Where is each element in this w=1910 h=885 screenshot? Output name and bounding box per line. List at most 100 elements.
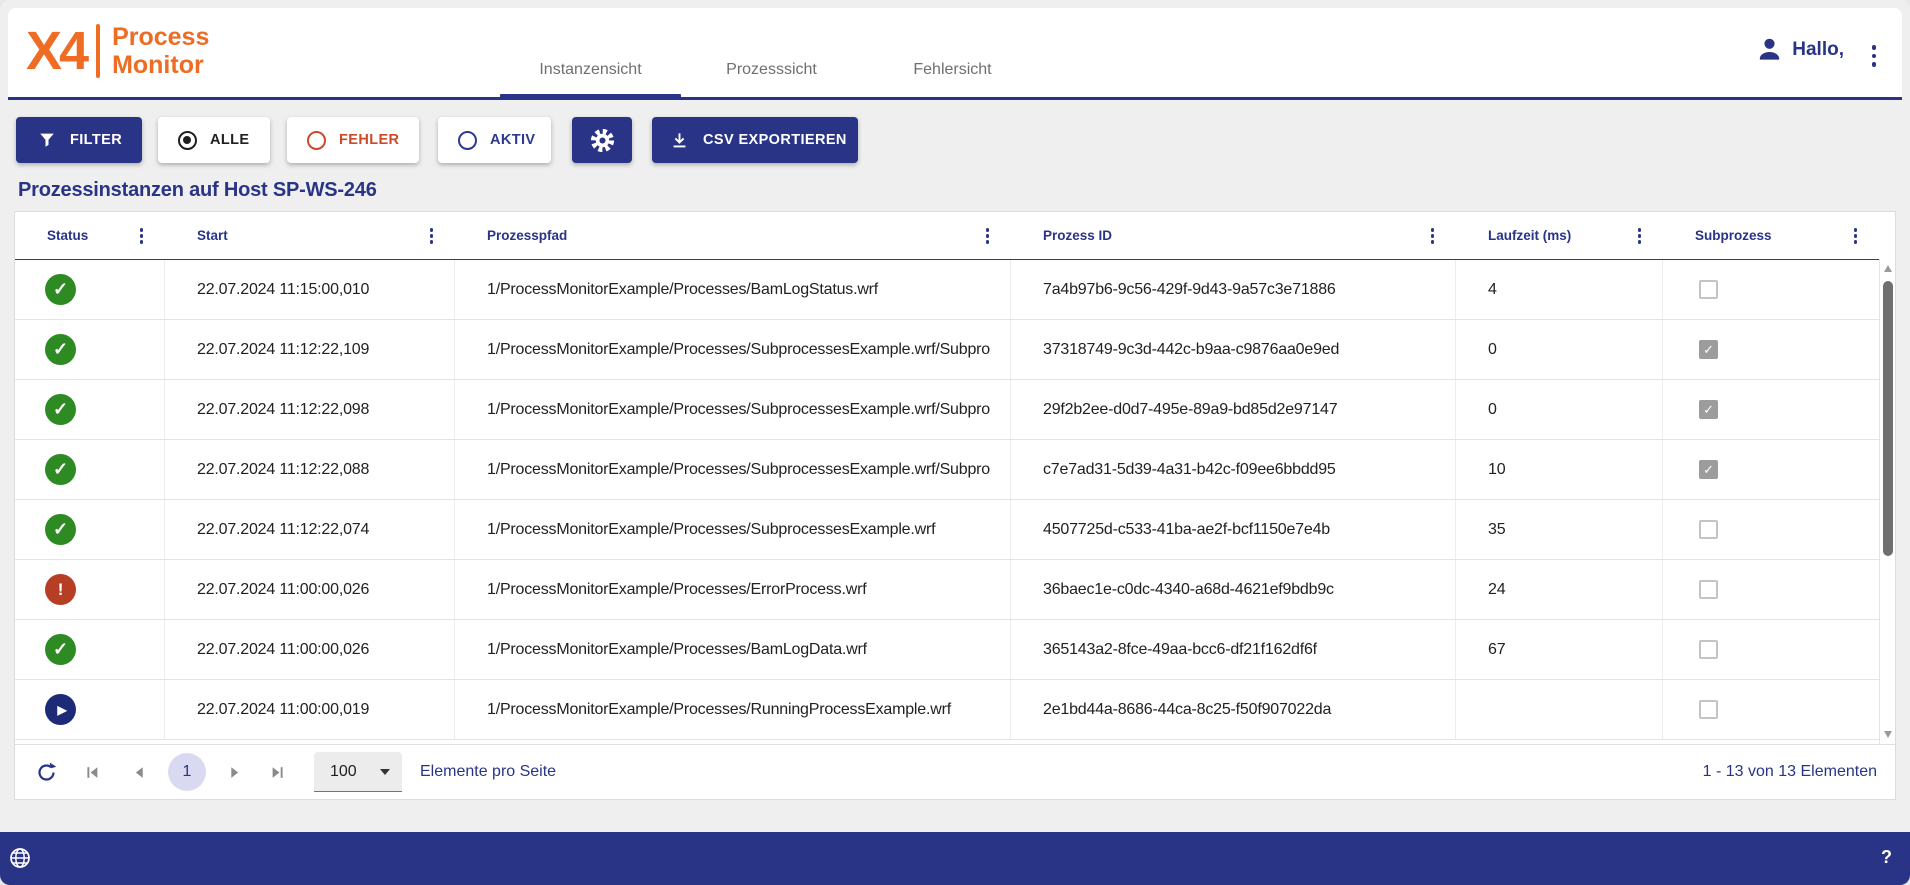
- status-cell: ✓: [15, 500, 165, 559]
- status-cell: !: [15, 560, 165, 619]
- column-menu-kebab-icon[interactable]: [428, 226, 436, 246]
- process-id-cell: 2e1bd44a-8686-44ca-8c25-f50f907022da: [1011, 680, 1456, 739]
- active-tab-underline: [500, 94, 681, 100]
- first-page-button[interactable]: [82, 762, 103, 783]
- funnel-icon: [40, 133, 54, 147]
- app-header: X4 Process Monitor Instanzensicht Prozes…: [8, 8, 1902, 100]
- next-page-button[interactable]: [224, 762, 245, 783]
- table-row[interactable]: ✓ 22.07.2024 11:12:22,109 1/ProcessMonitor…: [15, 320, 1879, 380]
- success-status-icon: ✓: [45, 334, 76, 365]
- runtime-cell: 24: [1456, 560, 1663, 619]
- table-row[interactable]: ✓ 22.07.2024 11:12:22,098 1/ProcessMonitor…: [15, 380, 1879, 440]
- header-separator: [15, 259, 1895, 260]
- page-size-select[interactable]: 100: [314, 752, 402, 792]
- x4-logo: X4 Process Monitor: [26, 20, 209, 82]
- user-greeting[interactable]: Hallo,: [1756, 36, 1844, 63]
- status-cell: ✓: [15, 260, 165, 319]
- column-menu-kebab-icon[interactable]: [1429, 226, 1437, 246]
- page-number-button[interactable]: 1: [168, 753, 206, 791]
- tab-instanzensicht[interactable]: Instanzensicht: [500, 8, 681, 100]
- tab-label: Fehlersicht: [913, 61, 992, 78]
- table-row[interactable]: ▶ 22.07.2024 11:00:00,019 1/ProcessMonitor…: [15, 680, 1879, 740]
- runtime-cell: 0: [1456, 380, 1663, 439]
- process-id-cell: 4507725d-c533-41ba-ae2f-bcf1150e7e4b: [1011, 500, 1456, 559]
- start-cell: 22.07.2024 11:12:22,098: [165, 380, 455, 439]
- column-menu-kebab-icon[interactable]: [138, 226, 146, 246]
- help-button[interactable]: ?: [1881, 847, 1892, 867]
- process-path-cell: 1/ProcessMonitorExample/Processes/Subpro…: [455, 440, 1011, 499]
- refresh-button[interactable]: [33, 759, 60, 786]
- subprocess-cell: ✓: [1663, 380, 1879, 439]
- column-menu-kebab-icon[interactable]: [984, 226, 992, 246]
- product-name-line1: Process: [112, 23, 210, 51]
- subprocess-checkbox[interactable]: [1699, 700, 1718, 719]
- error-status-icon: !: [45, 574, 76, 605]
- process-path-cell: 1/ProcessMonitorExample/Processes/BamLog…: [455, 620, 1011, 679]
- status-cell: ✓: [15, 380, 165, 439]
- table-row[interactable]: ✓ 22.07.2024 11:15:00,010 1/ProcessMonitor…: [15, 260, 1879, 320]
- subprocess-checkbox[interactable]: [1699, 520, 1718, 539]
- start-cell: 22.07.2024 11:12:22,088: [165, 440, 455, 499]
- start-cell: 22.07.2024 11:12:22,109: [165, 320, 455, 379]
- tab-fehlersicht[interactable]: Fehlersicht: [862, 8, 1043, 97]
- prev-page-button[interactable]: [129, 762, 150, 783]
- table-row[interactable]: ! 22.07.2024 11:00:00,026 1/ProcessMonitor…: [15, 560, 1879, 620]
- column-menu-kebab-icon[interactable]: [1636, 226, 1644, 246]
- subprocess-cell: [1663, 680, 1879, 739]
- tab-prozesssicht[interactable]: Prozesssicht: [681, 8, 862, 97]
- subprocess-checkbox[interactable]: [1699, 280, 1718, 299]
- column-label: Subprozess: [1695, 228, 1772, 243]
- pagination-bar: 1 100 Elemente pro Seite 1 - 13 von 13 E…: [15, 744, 1895, 799]
- radio-label: FEHLER: [339, 132, 400, 148]
- tab-label: Instanzensicht: [539, 61, 642, 78]
- scrollbar-up-icon[interactable]: [1884, 265, 1892, 272]
- subprocess-cell: [1663, 500, 1879, 559]
- table-row[interactable]: ✓ 22.07.2024 11:12:22,074 1/ProcessMonitor…: [15, 500, 1879, 560]
- success-status-icon: ✓: [45, 514, 76, 545]
- scrollbar-down-icon[interactable]: [1884, 731, 1892, 738]
- scrollbar-thumb[interactable]: [1883, 281, 1893, 556]
- runtime-cell: 0: [1456, 320, 1663, 379]
- filter-radio-alle[interactable]: ALLE: [158, 117, 270, 163]
- subprocess-cell: [1663, 620, 1879, 679]
- csv-export-button[interactable]: CSV EXPORTIEREN: [652, 117, 858, 163]
- filter-radio-aktiv[interactable]: AKTIV: [438, 117, 551, 163]
- gear-icon: [590, 128, 614, 152]
- success-status-icon: ✓: [45, 634, 76, 665]
- subprocess-checkbox[interactable]: [1699, 640, 1718, 659]
- radio-label: AKTIV: [490, 132, 536, 148]
- download-icon: [673, 132, 686, 147]
- subprocess-checkbox[interactable]: ✓: [1699, 340, 1718, 359]
- page-size-value: 100: [330, 762, 357, 780]
- subprocess-checkbox[interactable]: [1699, 580, 1718, 599]
- product-name-line2: Monitor: [112, 51, 204, 79]
- filter-radio-fehler[interactable]: FEHLER: [287, 117, 419, 163]
- column-label: Laufzeit (ms): [1488, 228, 1572, 243]
- subprocess-cell: ✓: [1663, 320, 1879, 379]
- refresh-icon: [38, 762, 57, 781]
- radio-unselected-icon: [458, 130, 477, 150]
- table-row[interactable]: ✓ 22.07.2024 11:00:00,026 1/ProcessMonitor…: [15, 620, 1879, 680]
- process-path-cell: 1/ProcessMonitorExample/Processes/ErrorP…: [455, 560, 1011, 619]
- last-page-button[interactable]: [267, 762, 288, 783]
- app-menu-kebab-icon[interactable]: [1868, 41, 1881, 71]
- subprocess-checkbox[interactable]: ✓: [1699, 400, 1718, 419]
- success-status-icon: ✓: [45, 394, 76, 425]
- process-instances-table: Status Start Prozesspfad Prozess ID Lauf…: [14, 211, 1896, 800]
- column-header-laufzeit: Laufzeit (ms): [1456, 212, 1663, 259]
- success-status-icon: ✓: [45, 274, 76, 305]
- runtime-cell: 35: [1456, 500, 1663, 559]
- process-id-cell: 365143a2-8fce-49aa-bcc6-df21f162df6f: [1011, 620, 1456, 679]
- start-cell: 22.07.2024 11:00:00,026: [165, 560, 455, 619]
- status-cell: ✓: [15, 440, 165, 499]
- table-row[interactable]: ✓ 22.07.2024 11:12:22,088 1/ProcessMonitor…: [15, 440, 1879, 500]
- column-menu-kebab-icon[interactable]: [1852, 226, 1860, 246]
- filter-button[interactable]: FILTER: [16, 117, 142, 163]
- radio-unselected-icon: [307, 130, 326, 150]
- subprocess-cell: [1663, 260, 1879, 319]
- language-globe-icon[interactable]: [8, 846, 32, 873]
- subprocess-checkbox[interactable]: ✓: [1699, 460, 1718, 479]
- process-path-cell: 1/ProcessMonitorExample/Processes/Subpro…: [455, 500, 1011, 559]
- settings-button[interactable]: [572, 117, 632, 163]
